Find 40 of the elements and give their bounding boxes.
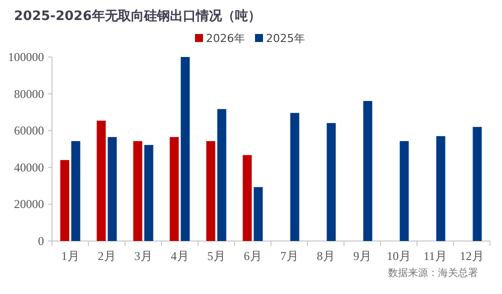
x-tick-label: 3月: [134, 249, 152, 263]
y-tick-label: 100000: [8, 50, 44, 64]
x-tick-label: 4月: [170, 249, 189, 263]
bar: [144, 144, 154, 241]
bar: [96, 120, 106, 241]
bar: [400, 141, 409, 241]
bar: [170, 137, 179, 241]
x-tick-label: 6月: [244, 249, 262, 263]
source-note: 数据来源：海关总署: [388, 267, 478, 279]
y-tick-label: 20000: [14, 197, 44, 212]
bar: [472, 126, 482, 241]
x-tick-label: 10月: [386, 249, 411, 263]
bar: [180, 57, 190, 241]
chart-title: 2025-2026年无取向硅钢出口情况（吨）: [14, 9, 261, 24]
x-tick-label: 9月: [353, 249, 372, 263]
bar: [290, 112, 300, 241]
bar: [363, 100, 372, 241]
legend-label: 2025年: [266, 32, 305, 45]
y-tick-label: 0: [38, 234, 44, 248]
bar: [206, 141, 216, 241]
bar: [436, 136, 446, 241]
bar: [60, 160, 70, 241]
bar: [242, 155, 252, 241]
y-tick-label: 60000: [14, 124, 44, 138]
bar: [108, 137, 117, 241]
x-tick-label: 12月: [460, 249, 484, 263]
x-tick-label: 8月: [316, 249, 335, 263]
legend-label: 2026年: [206, 32, 245, 45]
x-tick-label: 5月: [207, 249, 226, 263]
bar: [133, 141, 142, 241]
x-tick-label: 7月: [280, 249, 298, 263]
x-tick-label: 2月: [98, 249, 116, 263]
x-tick-label: 1月: [61, 249, 80, 263]
bar: [217, 109, 226, 241]
bar: [71, 141, 80, 241]
x-tick-label: 11月: [423, 249, 448, 263]
bar: [254, 187, 263, 241]
y-tick-label: 80000: [14, 86, 44, 101]
y-tick-label: 40000: [14, 160, 44, 174]
bar: [326, 123, 336, 241]
